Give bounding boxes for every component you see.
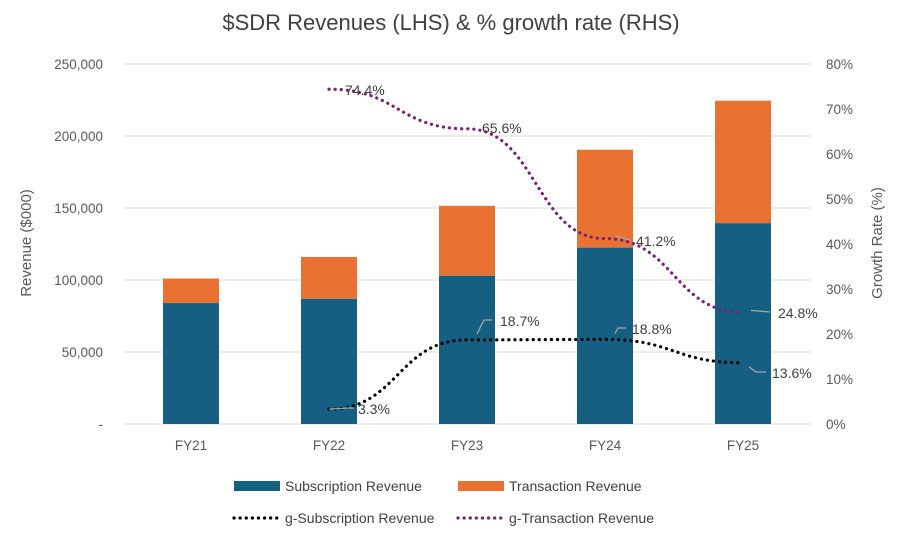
y2-tick-label: 70% <box>826 102 853 117</box>
bar-series <box>163 100 771 424</box>
y2-tick-label: 30% <box>826 282 853 297</box>
data-label-g-subscription-revenue-fy24: 18.8% <box>632 321 672 337</box>
x-tick-label: FY22 <box>313 438 345 453</box>
right-axis: 0% 10% 20% 30% 40% 50% 60% 70% 80% <box>826 57 853 432</box>
x-axis: FY21 FY22 FY23 FY24 FY25 <box>175 438 759 453</box>
y2-tick-label: 10% <box>826 372 853 387</box>
y-tick-label: 150,000 <box>54 201 103 216</box>
data-label-g-subscription-revenue-fy22: 3.3% <box>358 401 390 417</box>
data-label-g-transaction-revenue-fy25: 24.8% <box>778 305 818 321</box>
y-tick-label: - <box>99 417 104 432</box>
x-tick-label: FY23 <box>451 438 483 453</box>
bar-subscription-revenue-fy23 <box>439 275 495 424</box>
y2-tick-label: 40% <box>826 237 853 252</box>
legend-swatch-subscription-revenue <box>234 481 280 491</box>
bar-subscription-revenue-fy22 <box>301 298 357 424</box>
y2-tick-label: 20% <box>826 327 853 342</box>
legend-label-transaction-revenue: Transaction Revenue <box>509 478 642 494</box>
bar-transaction-revenue-fy22 <box>301 256 357 299</box>
bar-transaction-revenue-fy21 <box>163 278 219 304</box>
data-label-g-subscription-revenue-fy25: 13.6% <box>772 365 812 381</box>
x-tick-label: FY21 <box>175 438 207 453</box>
y-tick-label: 50,000 <box>62 345 103 360</box>
leader-line <box>328 407 354 410</box>
leader-line <box>614 327 626 334</box>
data-label-g-transaction-revenue-fy23: 65.6% <box>482 120 522 136</box>
y2-tick-label: 0% <box>826 417 846 432</box>
bar-transaction-revenue-fy23 <box>439 205 495 276</box>
leader-line <box>748 366 766 373</box>
line-g-subscription-revenue <box>327 337 745 411</box>
bar-transaction-revenue-fy25 <box>715 100 771 224</box>
y-tick-label: 100,000 <box>54 273 103 288</box>
legend: Subscription Revenue Transaction Revenue g… <box>232 478 654 526</box>
bar-transaction-revenue-fy24 <box>577 149 633 248</box>
y2-tick-label: 60% <box>826 147 853 162</box>
data-label-g-transaction-revenue-fy24: 41.2% <box>636 233 676 249</box>
bar-subscription-revenue-fy21 <box>163 303 219 424</box>
legend-label-g-transaction-revenue: g-Transaction Revenue <box>509 510 654 526</box>
x-tick-label: FY25 <box>727 438 759 453</box>
y-axis-title: Revenue ($000) <box>18 189 35 297</box>
leader-line <box>476 319 492 335</box>
chart-title: $SDR Revenues (LHS) & % growth rate (RHS… <box>222 10 679 35</box>
leader-line <box>750 309 771 313</box>
bar-subscription-revenue-fy25 <box>715 223 771 424</box>
legend-label-subscription-revenue: Subscription Revenue <box>285 478 422 494</box>
line-g-transaction-revenue <box>327 87 745 314</box>
legend-swatch-transaction-revenue <box>458 481 504 491</box>
legend-label-g-subscription-revenue: g-Subscription Revenue <box>285 510 435 526</box>
y2-tick-label: 50% <box>826 192 853 207</box>
left-axis: - 50,000 100,000 150,000 200,000 250,000 <box>54 57 103 432</box>
y2-tick-label: 80% <box>826 57 853 72</box>
x-tick-label: FY24 <box>589 438 622 453</box>
leader-line <box>614 234 631 241</box>
line-series: 3.3% 18.7% 18.8% 13.6% 74.4% 65.6% 41.2% 24.8% <box>327 82 818 417</box>
y-tick-label: 200,000 <box>54 129 103 144</box>
data-label-g-transaction-revenue-fy22: 74.4% <box>345 82 385 98</box>
bar-subscription-revenue-fy24 <box>577 247 633 424</box>
y-tick-label: 250,000 <box>54 57 103 72</box>
y2-axis-title: Growth Rate (%) <box>869 187 886 299</box>
data-label-g-subscription-revenue-fy23: 18.7% <box>500 313 540 329</box>
